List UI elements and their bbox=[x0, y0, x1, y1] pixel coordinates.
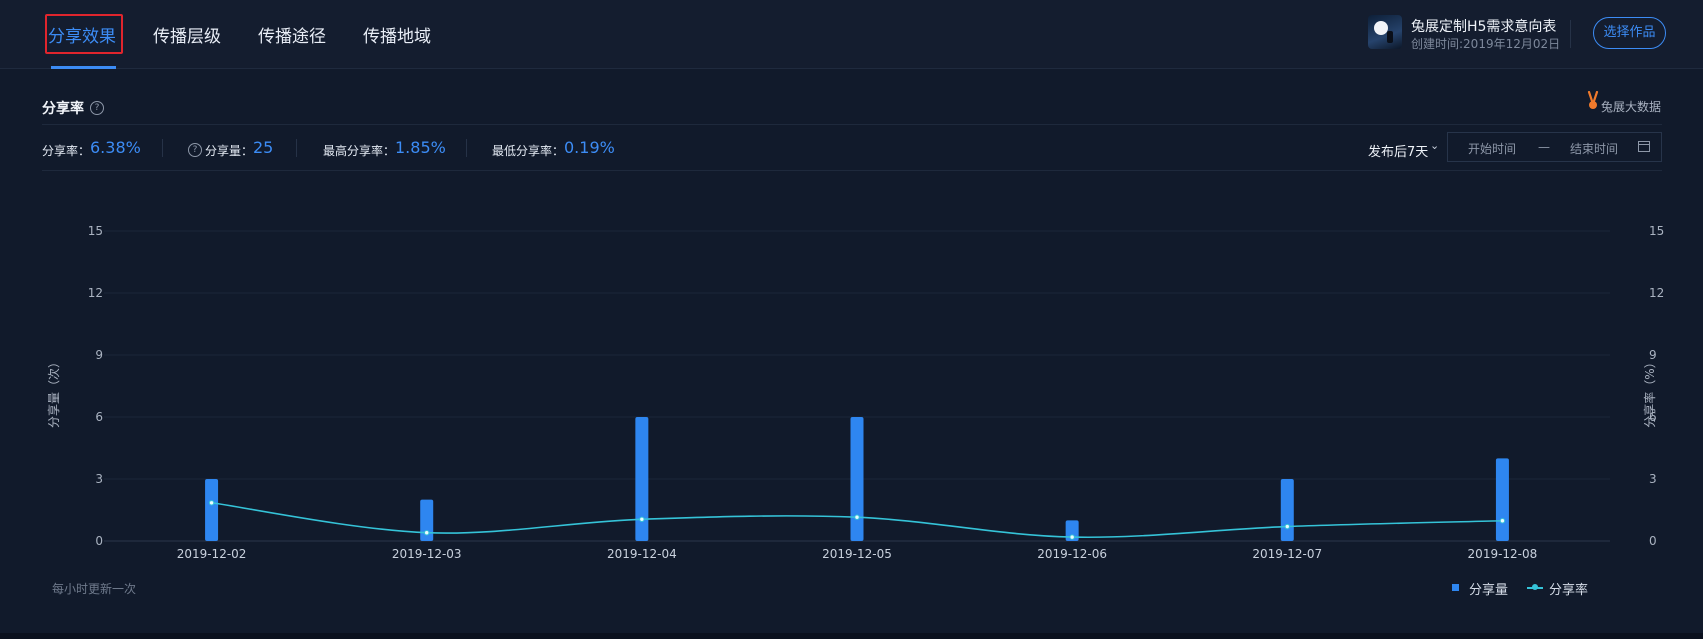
y-axis-left-title: 分享量（次） bbox=[46, 356, 61, 428]
bar-share-count bbox=[1280, 479, 1294, 541]
rabbit-logo-icon bbox=[1587, 91, 1599, 109]
bar-share-count bbox=[1495, 458, 1509, 541]
bar-share-count bbox=[850, 417, 864, 541]
period-select[interactable]: 发布后7天 bbox=[1368, 145, 1429, 160]
stat-divider bbox=[466, 139, 467, 157]
min-share-rate-label: 最低分享率： bbox=[492, 144, 565, 158]
min-share-rate-value: 0.19% bbox=[564, 138, 615, 157]
share-rate-value: 6.38% bbox=[90, 138, 141, 157]
date-range-picker[interactable]: 开始时间 — 结束时间 bbox=[1447, 132, 1662, 162]
y-tick-label-right: 0 bbox=[1649, 534, 1657, 548]
point-share-rate bbox=[208, 500, 215, 506]
x-tick-label: 2019-12-08 bbox=[1468, 547, 1538, 561]
tab-spread-path[interactable]: 传播途径 bbox=[258, 27, 326, 47]
x-tick-label: 2019-12-02 bbox=[177, 547, 247, 561]
x-tick-label: 2019-12-05 bbox=[822, 547, 892, 561]
y-tick-label-right: 6 bbox=[1649, 410, 1657, 424]
legend-line-dot[interactable] bbox=[1532, 584, 1538, 590]
share-count-value: 25 bbox=[253, 138, 274, 157]
y-tick-label-left: 0 bbox=[95, 534, 103, 548]
stat-divider bbox=[162, 139, 163, 157]
tab-spread-region[interactable]: 传播地域 bbox=[363, 27, 431, 47]
y-tick-label-left: 12 bbox=[88, 286, 103, 300]
calendar-icon[interactable] bbox=[1638, 141, 1650, 152]
share-count-label: 分享量： bbox=[205, 144, 254, 158]
section-divider bbox=[42, 124, 1662, 125]
bar-share-count bbox=[205, 479, 219, 541]
brand-label: 兔展大数据 bbox=[1601, 100, 1662, 114]
bar-share-count bbox=[635, 417, 649, 541]
point-share-rate bbox=[1499, 518, 1506, 524]
legend-share-rate[interactable]: 分享率 bbox=[1549, 583, 1589, 598]
x-tick-label: 2019-12-06 bbox=[1037, 547, 1107, 561]
chevron-down-icon[interactable]: ⌄ bbox=[1430, 139, 1440, 152]
update-frequency-note: 每小时更新一次 bbox=[52, 582, 137, 596]
end-date-input[interactable]: 结束时间 bbox=[1570, 142, 1619, 156]
legend-bar-swatch[interactable] bbox=[1452, 584, 1459, 591]
x-tick-label: 2019-12-04 bbox=[607, 547, 677, 561]
point-share-rate bbox=[854, 514, 860, 520]
y-tick-label-left: 9 bbox=[95, 348, 103, 362]
y-tick-label-right: 12 bbox=[1649, 286, 1664, 300]
max-share-rate-label: 最高分享率： bbox=[323, 144, 396, 158]
legend-share-count[interactable]: 分享量 bbox=[1469, 583, 1509, 598]
x-tick-label: 2019-12-07 bbox=[1252, 547, 1322, 561]
y-tick-label-left: 6 bbox=[95, 410, 103, 424]
x-tick-label: 2019-12-03 bbox=[392, 547, 462, 561]
point-share-rate bbox=[1284, 523, 1290, 530]
point-share-rate bbox=[639, 516, 645, 522]
start-date-input[interactable]: 开始时间 bbox=[1468, 142, 1517, 156]
work-title: 兔展定制H5需求意向表 bbox=[1411, 19, 1557, 35]
y-tick-label-left: 15 bbox=[88, 224, 103, 238]
point-share-rate bbox=[1069, 534, 1075, 540]
top-nav-bar: 分享效果 传播层级 传播途径 传播地域 兔展定制H5需求意向表 创建时间:201… bbox=[0, 0, 1703, 69]
y-tick-label-right: 15 bbox=[1649, 224, 1664, 238]
tab-share-effect[interactable]: 分享效果 bbox=[48, 27, 116, 47]
header-divider bbox=[1570, 20, 1571, 48]
work-thumbnail-image bbox=[1368, 15, 1402, 49]
bar-share-count bbox=[1065, 520, 1079, 541]
point-share-rate bbox=[424, 530, 430, 536]
active-tab-underline bbox=[51, 66, 116, 69]
y-tick-label-right: 3 bbox=[1649, 472, 1657, 486]
y-axis-right-title: 分享率（%） bbox=[1642, 356, 1657, 427]
active-tab-highlight-box bbox=[45, 14, 123, 54]
date-range-separator: — bbox=[1538, 140, 1550, 154]
max-share-rate-value: 1.85% bbox=[395, 138, 446, 157]
stat-divider bbox=[296, 139, 297, 157]
question-circle-icon[interactable]: ? bbox=[90, 101, 104, 115]
share-count-help-icon[interactable]: ? bbox=[188, 143, 202, 157]
select-work-button[interactable]: 选择作品 bbox=[1593, 17, 1666, 49]
section-title: 分享率 bbox=[42, 101, 84, 117]
y-tick-label-right: 9 bbox=[1649, 348, 1657, 362]
tab-spread-level[interactable]: 传播层级 bbox=[153, 27, 221, 47]
stats-divider bbox=[42, 170, 1662, 171]
work-created-date: 创建时间:2019年12月02日 bbox=[1411, 37, 1561, 51]
bar-share-count bbox=[420, 499, 434, 541]
share-rate-label: 分享率： bbox=[42, 144, 91, 158]
bottom-strip bbox=[0, 633, 1703, 639]
y-tick-label-left: 3 bbox=[95, 472, 103, 486]
